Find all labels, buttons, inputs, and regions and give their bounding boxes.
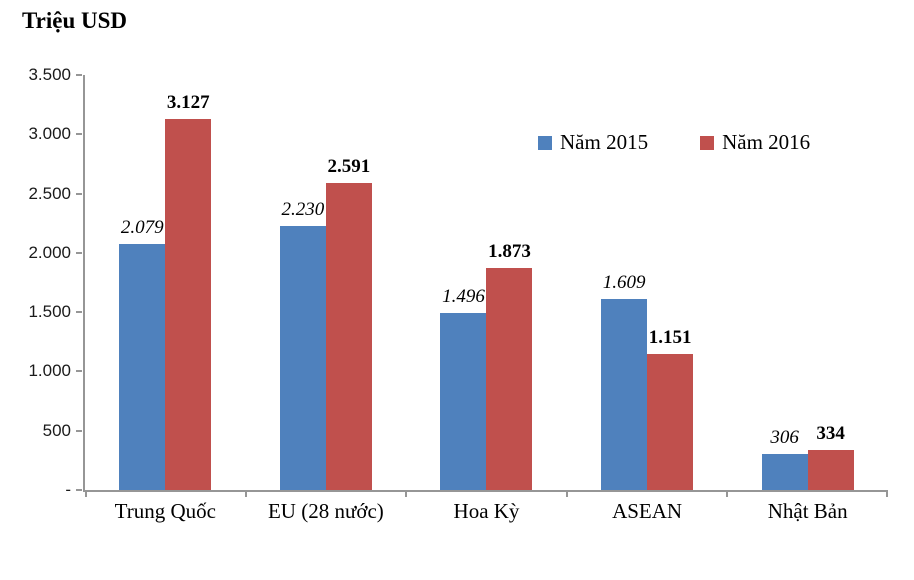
bar-năm-2015-3: 1.496 bbox=[440, 286, 487, 490]
bar-năm-2015-1: 2.079 bbox=[119, 217, 166, 490]
x-tick-mark bbox=[726, 490, 729, 497]
bar-value-label: 2.079 bbox=[120, 216, 164, 238]
x-tick-mark bbox=[244, 490, 247, 497]
bar-value-label: 334 bbox=[816, 423, 845, 445]
y-tick-label: 2.500 bbox=[28, 183, 71, 203]
bar-value-label: 2.230 bbox=[281, 198, 325, 220]
plot-area: 2.079 3.127 2.230 2.591 1.496 1.873 1.609 1.151… bbox=[28, 65, 888, 499]
y-tick-label: 1.500 bbox=[28, 302, 71, 322]
bar-năm-2015-2: 2.230 bbox=[279, 199, 326, 490]
bar-value-label: 3.127 bbox=[166, 92, 210, 114]
x-category-label: Trung Quốc bbox=[114, 499, 216, 523]
y-tick-mark bbox=[76, 489, 82, 491]
bar-group-1: 2.079 3.127 bbox=[85, 75, 246, 490]
bar-value-label: 1.151 bbox=[648, 326, 692, 348]
x-tick-mark bbox=[405, 490, 408, 497]
y-tick-mark bbox=[76, 370, 82, 373]
y-tick-label: 3.000 bbox=[28, 124, 71, 144]
y-tick-label: 1.000 bbox=[28, 361, 71, 381]
bar-năm-2015-5: 306 bbox=[761, 427, 808, 490]
chart-title: Triệu USD bbox=[22, 8, 127, 33]
legend-label: Năm 2016 bbox=[722, 130, 811, 154]
bar-group-3: 1.496 1.873 bbox=[406, 75, 567, 490]
bar-năm-2016-5: 334 bbox=[807, 423, 854, 490]
y-tick-mark bbox=[76, 133, 82, 136]
bar-năm-2016-2: 2.591 bbox=[325, 156, 372, 490]
y-tick-label: - bbox=[65, 480, 71, 499]
bar-value-label: 306 bbox=[770, 426, 799, 448]
bar-value-label: 1.609 bbox=[602, 272, 646, 294]
x-tick-mark bbox=[85, 490, 87, 497]
bar-value-label: 1.873 bbox=[488, 240, 531, 262]
y-tick-mark bbox=[76, 429, 82, 432]
x-axis-labels: Trung Quốc EU (28 nước) Hoa Kỳ ASEAN Nhật Bả… bbox=[85, 499, 888, 524]
y-tick-mark bbox=[76, 251, 82, 254]
y-tick-label: 3.500 bbox=[28, 65, 71, 84]
legend: Năm 2015 Năm 2016 bbox=[538, 130, 810, 155]
y-tick-mark bbox=[76, 311, 82, 314]
bar-năm-2016-1: 3.127 bbox=[165, 92, 212, 490]
legend-swatch-icon bbox=[538, 135, 552, 150]
bar-group-4: 1.609 1.151 bbox=[567, 75, 728, 490]
bar-value-label: 2.591 bbox=[327, 155, 371, 177]
y-tick-mark bbox=[76, 74, 82, 76]
x-tick-mark bbox=[886, 490, 888, 497]
bar-groups: 2.079 3.127 2.230 2.591 1.496 1.873 1.609 1.151… bbox=[85, 75, 888, 490]
y-axis-line bbox=[83, 75, 85, 490]
bar-group-2: 2.230 2.591 bbox=[246, 75, 407, 490]
y-tick-label: 2.000 bbox=[28, 242, 71, 262]
x-category-label: Nhật Bản bbox=[767, 499, 848, 523]
x-tick-mark bbox=[565, 490, 568, 497]
bar-năm-2016-3: 1.873 bbox=[486, 241, 533, 490]
legend-item-năm-2015: Năm 2015 bbox=[538, 130, 648, 155]
x-axis-line bbox=[83, 490, 888, 492]
bar-value-label: 1.496 bbox=[442, 285, 485, 307]
legend-item-năm-2016: Năm 2016 bbox=[700, 130, 810, 155]
legend-swatch-icon bbox=[700, 135, 715, 150]
x-category-label: EU (28 nước) bbox=[267, 499, 384, 523]
y-tick-mark bbox=[76, 192, 82, 195]
legend-label: Năm 2015 bbox=[560, 130, 649, 154]
x-category-label: Hoa Kỳ bbox=[453, 499, 520, 523]
bar-group-5: 306 334 bbox=[727, 75, 888, 490]
x-category-label: ASEAN bbox=[612, 499, 683, 523]
y-tick-label: 500 bbox=[42, 420, 71, 440]
bar-năm-2016-4: 1.151 bbox=[647, 327, 694, 490]
bar-năm-2015-4: 1.609 bbox=[601, 272, 648, 490]
